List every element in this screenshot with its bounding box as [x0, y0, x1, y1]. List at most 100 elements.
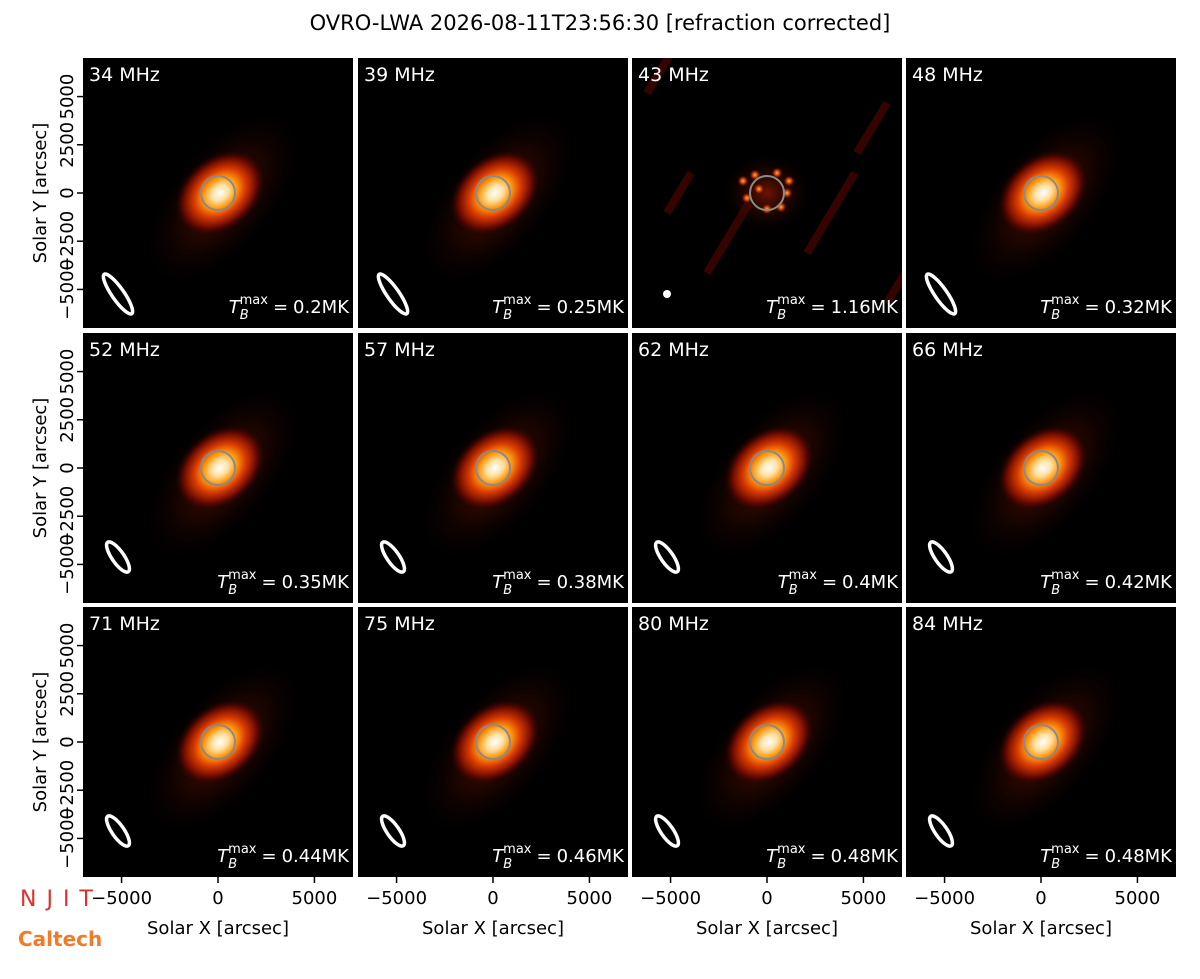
radio-image [924, 106, 1129, 316]
y-tick-label: −5000 [57, 534, 78, 595]
tmax-eq: = [810, 297, 825, 318]
tmax-sub: B [503, 857, 512, 872]
y-tick-label: 2500 [57, 122, 78, 168]
panel: 48 MHz TBmax = 0.32MK [906, 58, 1176, 328]
tmax-eq: = [536, 846, 551, 867]
tmax-sub: B [1051, 857, 1060, 872]
emission-core [996, 148, 1090, 238]
tmax-sub: B [503, 308, 512, 323]
beam [924, 272, 958, 316]
y-tick-label: 2500 [57, 671, 78, 717]
solar-disk [475, 175, 511, 211]
tmax-sup: max [777, 293, 806, 308]
emission-core [448, 148, 542, 238]
emission-core [448, 697, 542, 787]
y-axis-label: Solar Y [arcsec] [30, 398, 51, 539]
tmax-sup: max [228, 568, 257, 583]
frequency-label: 75 MHz [364, 613, 435, 635]
tmax-sub: B [228, 583, 237, 598]
y-tick-label: 0 [57, 462, 78, 473]
x-tick-label: −5000 [91, 888, 152, 909]
solar-disk [749, 724, 785, 760]
beam [104, 540, 132, 574]
tmax-sub: B [777, 308, 786, 323]
beam [927, 814, 955, 848]
y-axis-label: Solar Y [arcsec] [30, 123, 51, 264]
panel: 39 MHz TBmax = 0.25MK [358, 58, 628, 328]
emission-speck [749, 169, 761, 181]
solar-disk [200, 175, 236, 211]
tmax-label: TBmax = 0.2MK [229, 293, 351, 323]
x-tick-label: −5000 [914, 888, 975, 909]
tmax-label: TBmax = 0.32MK [1040, 293, 1173, 323]
tmax-sup: max [1051, 842, 1080, 857]
panel: 57 MHz TBmax = 0.38MK [358, 333, 628, 603]
radio-image [104, 655, 306, 848]
tmax-sup: max [240, 293, 269, 308]
tmax-symbol: T [1040, 846, 1053, 867]
tmax-label: TBmax = 0.35MK [217, 568, 350, 598]
emission-speck [771, 167, 783, 179]
tmax-symbol: T [778, 572, 791, 593]
y-tick-label: 5000 [57, 623, 78, 669]
beam [653, 540, 681, 574]
tmax-sub: B [228, 857, 237, 872]
tmax-sup: max [503, 568, 532, 583]
tmax-sub: B [1051, 308, 1060, 323]
tmax-sub: B [503, 583, 512, 598]
y-axis-label: Solar Y [arcsec] [30, 672, 51, 813]
x-tick-label: 0 [487, 888, 498, 909]
tmax-sub: B [1051, 583, 1060, 598]
x-tick-label: 0 [761, 888, 772, 909]
frequency-label: 80 MHz [638, 613, 709, 635]
tmax-label: TBmax = 0.25MK [492, 293, 625, 323]
y-tick-label: 5000 [57, 349, 78, 395]
tmax-eq: = [261, 846, 276, 867]
noise-streak [803, 170, 859, 256]
tmax-eq: = [1084, 297, 1099, 318]
frequency-label: 39 MHz [364, 64, 435, 86]
frequency-label: 62 MHz [638, 339, 709, 361]
emission-core [996, 423, 1090, 513]
solar-disk [1023, 724, 1059, 760]
radio-image [927, 381, 1129, 574]
tmax-symbol: T [766, 297, 779, 318]
y-tick-label: −5000 [57, 259, 78, 320]
tmax-sup: max [503, 293, 532, 308]
noise-streak [663, 170, 695, 216]
y-tick-label: −2500 [57, 211, 78, 272]
y-tick-label: −2500 [57, 486, 78, 547]
radio-image [379, 655, 581, 848]
tmax-value: 0.25MK [557, 297, 626, 318]
logo-njit: NJIT [20, 887, 103, 912]
panel: 66 MHz TBmax = 0.42MK [906, 333, 1176, 603]
tmax-sup: max [789, 568, 818, 583]
tmax-label: TBmax = 0.48MK [1040, 842, 1173, 872]
frequency-label: 52 MHz [89, 339, 160, 361]
noise-streak [853, 100, 891, 156]
y-tick-label: −2500 [57, 760, 78, 821]
tmax-symbol: T [766, 846, 779, 867]
tmax-value: 0.46MK [557, 846, 626, 867]
radio-image [643, 58, 902, 306]
radio-image [101, 106, 306, 316]
beam [927, 540, 955, 574]
solar-disk [200, 724, 236, 760]
y-tick-label: −5000 [57, 808, 78, 869]
tmax-eq: = [1084, 846, 1099, 867]
y-tick-label: 2500 [57, 397, 78, 443]
radio-image [927, 655, 1129, 848]
panel: 43 MHz TBmax = 1.16MK [632, 58, 902, 328]
tmax-value: 0.35MK [282, 572, 351, 593]
tmax-label: TBmax = 0.46MK [492, 842, 625, 872]
y-tick-label: 0 [57, 187, 78, 198]
solar-disk [200, 450, 236, 486]
tmax-sub: B [777, 857, 786, 872]
x-tick-label: −5000 [640, 888, 701, 909]
x-tick-label: 5000 [841, 888, 887, 909]
noise-streak [643, 58, 673, 96]
emission-speck [737, 175, 749, 187]
